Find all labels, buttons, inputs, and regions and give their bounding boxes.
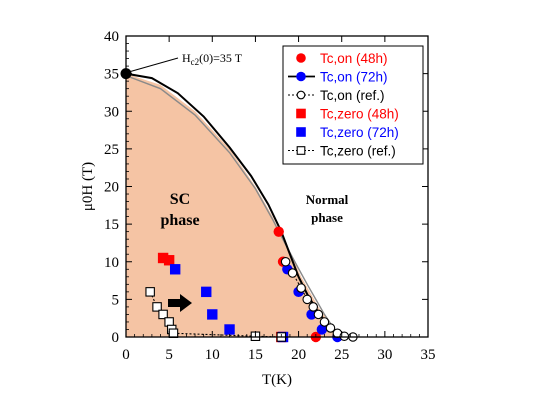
- y-tick-label-25: 25: [104, 142, 119, 158]
- sc-label-line1: SC: [170, 191, 190, 208]
- normal-label-line2: phase: [311, 210, 343, 225]
- point-tc-zero-72h-1: [201, 286, 212, 298]
- arrow-icon: [168, 294, 192, 312]
- annotation-text: Hc2(0)=35 T: [182, 51, 243, 67]
- point-tc-zero-72h-0: [169, 264, 181, 275]
- point-tc-zero-ref-5: [168, 328, 179, 338]
- legend-marker-tc-zero-48h: [296, 108, 306, 119]
- x-tick-label-10: 10: [205, 347, 220, 363]
- series-line-tc-zero-ref: [149, 291, 282, 338]
- axes: 0 5 10 15 20 25 30 35 0 5 10 15 20 25 30 35 40 T(K) μ0H (T…: [80, 29, 436, 388]
- legend-label-tc-on-72h: Tc,on (72h): [320, 70, 388, 85]
- legend-label-tc-zero-72h: Tc,zero (72h): [320, 125, 399, 140]
- point-tc-on-ref-5: [313, 309, 324, 320]
- normal-label-line1: Normal: [306, 192, 349, 207]
- y-tick-label-20: 20: [104, 180, 119, 196]
- point-tc-zero-72h-3: [224, 324, 235, 335]
- x-tick-label-15: 15: [248, 347, 263, 363]
- x-tick-label-35: 35: [421, 347, 436, 363]
- y-tick-label-15: 15: [104, 217, 119, 233]
- y-tick-label-40: 40: [104, 29, 119, 45]
- annotation-leader-line: [129, 57, 179, 73]
- point-tc-on-ref-3: [302, 294, 312, 305]
- legend: Tc,on (48h) Tc,on (72h) Tc,on (ref.) Tc,zer…: [282, 45, 424, 165]
- point-tc-zero-ref-2: [158, 309, 168, 320]
- legend-label-tc-zero-ref: Tc,zero (ref.): [320, 144, 396, 159]
- point-tc-on-ref-0: [280, 256, 291, 267]
- x-tick-label-0: 0: [122, 347, 130, 363]
- point-tc-on-ref-1: [287, 268, 298, 278]
- series-line-tc-on-ref: [285, 261, 353, 338]
- legend-marker-tc-zero-ref: [296, 146, 306, 155]
- y-tick-label-35: 35: [104, 67, 119, 83]
- point-tc-on-72h-4: [316, 324, 328, 335]
- sc-label-line2: phase: [160, 212, 199, 229]
- point-tc-zero-48h-1: [163, 255, 175, 266]
- point-tc-on-ref-2: [296, 283, 306, 293]
- y-tick-label-5: 5: [112, 292, 120, 308]
- x-tick-label-25: 25: [334, 347, 349, 363]
- y-axis-title: μ0H (T): [80, 162, 96, 211]
- x-tick-label-5: 5: [165, 347, 173, 363]
- x-axis-title: T(K): [262, 372, 292, 388]
- legend-label-tc-on-48h: Tc,on (48h): [320, 51, 388, 66]
- point-tc-zero-ref-1: [152, 302, 162, 312]
- y-tick-label-0: 0: [112, 330, 120, 346]
- point-tc-on-48h-0: [273, 226, 284, 237]
- point-tc-on-ref-6: [319, 317, 330, 327]
- x-tick-label-20: 20: [291, 347, 306, 363]
- legend-label-tc-zero-48h: Tc,zero (48h): [320, 107, 399, 122]
- point-tc-on-72h-3: [306, 309, 317, 320]
- legend-marker-tc-on-48h: [296, 53, 306, 63]
- point-tc-zero-48h-0: [157, 252, 169, 264]
- point-tc-on-ref-7: [325, 323, 336, 333]
- point-tc-zero-ref-0: [145, 287, 155, 297]
- legend-marker-tc-on-72h: [296, 71, 306, 82]
- point-tc-zero-72h-2: [207, 309, 218, 320]
- y-tick-label-30: 30: [104, 104, 119, 120]
- point-tc-on-ref-4: [308, 302, 318, 312]
- legend-label-tc-on-ref: Tc,on (ref.): [320, 88, 385, 103]
- y-tick-label-10: 10: [104, 255, 119, 271]
- legend-box: [282, 45, 424, 165]
- plot-area: Hc2(0)=35 T SC phase Normal phase: [120, 51, 358, 343]
- legend-marker-tc-zero-72h: [296, 127, 306, 137]
- x-tick-label-30: 30: [377, 347, 392, 363]
- legend-marker-tc-on-ref: [296, 90, 306, 100]
